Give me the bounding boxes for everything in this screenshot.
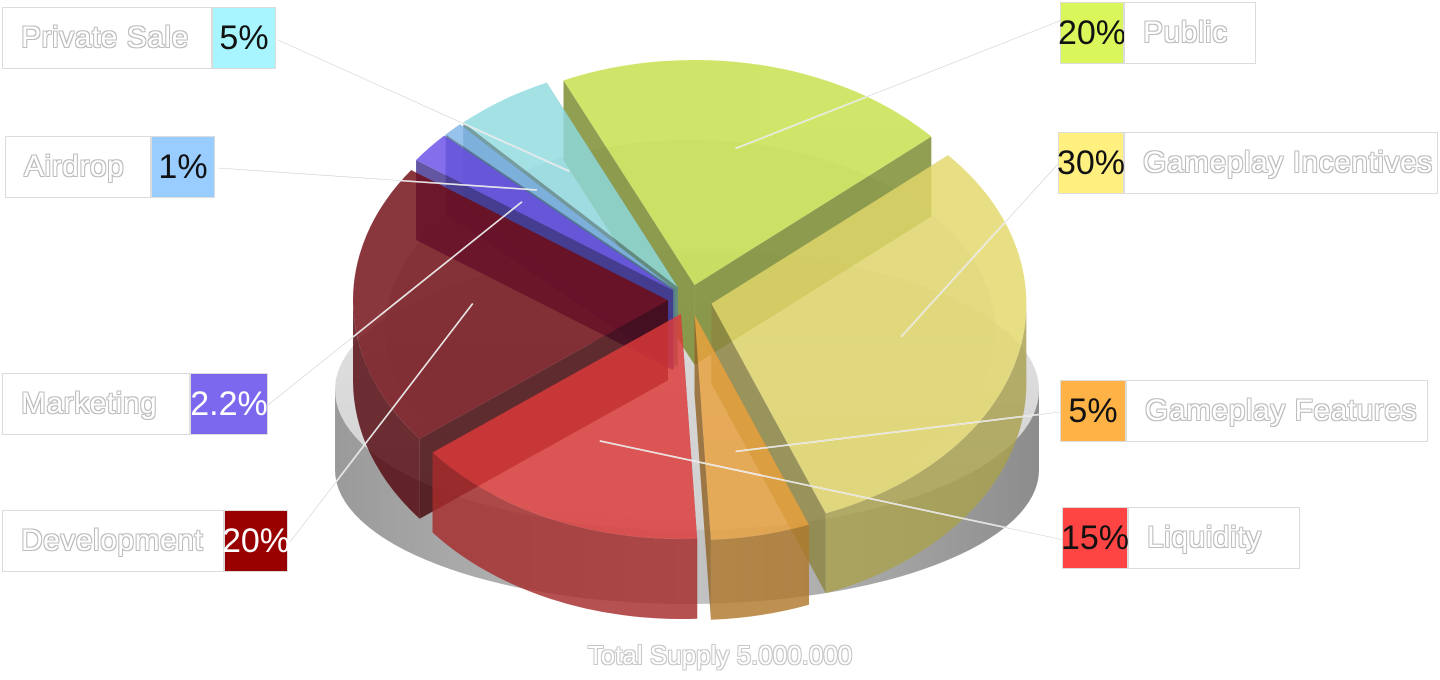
legend-value: 1% bbox=[151, 136, 215, 198]
slice-gameplay-incentives bbox=[711, 155, 1027, 594]
leader-line bbox=[289, 303, 473, 543]
slice-side bbox=[825, 303, 1027, 594]
legend-public: 20% Public bbox=[1058, 2, 1256, 64]
leader-line bbox=[277, 39, 570, 172]
slice-top bbox=[432, 314, 698, 540]
legend-private-sale: Private Sale 5% bbox=[2, 7, 276, 69]
legend-gameplay-incentives: 30% Gameplay Incentives bbox=[1057, 132, 1438, 194]
pie-slices bbox=[353, 59, 1027, 620]
slice-side bbox=[710, 524, 810, 620]
slice-top bbox=[563, 59, 932, 285]
legend-label: Airdrop bbox=[5, 136, 151, 198]
slice-side bbox=[353, 300, 420, 519]
slice-gameplay-features bbox=[694, 315, 810, 620]
legend-label: Public bbox=[1124, 2, 1256, 64]
legend-marketing: Marketing 2.2% bbox=[2, 373, 268, 435]
leader-line bbox=[735, 411, 1061, 452]
leader-lines bbox=[217, 19, 1065, 543]
legend-label: Gameplay Features bbox=[1126, 380, 1428, 442]
legend-value: 20% bbox=[222, 510, 290, 572]
legend-value: 20% bbox=[1058, 2, 1126, 64]
legend-label: Liquidity bbox=[1128, 507, 1300, 569]
slice-top bbox=[445, 124, 675, 290]
leader-line bbox=[267, 201, 523, 406]
total-supply: Total Supply 5.000.000 bbox=[587, 640, 853, 670]
legend-airdrop: Airdrop 1% bbox=[5, 136, 215, 198]
slice-liquidity bbox=[432, 314, 698, 620]
slice-top bbox=[353, 170, 669, 439]
slice-wall bbox=[694, 315, 711, 620]
legend-label: Gameplay Incentives bbox=[1124, 132, 1438, 194]
slice-top bbox=[463, 82, 678, 288]
slice-top bbox=[416, 135, 673, 291]
slice-top bbox=[694, 315, 810, 540]
legend-value: 5% bbox=[1060, 380, 1126, 442]
legend-liquidity: 15% Liquidity bbox=[1061, 507, 1300, 569]
legend-label: Development bbox=[2, 510, 224, 572]
leader-line bbox=[900, 163, 1059, 337]
leader-line bbox=[217, 167, 538, 191]
slice-top bbox=[711, 155, 1027, 514]
leader-line bbox=[599, 440, 1065, 541]
legend-development: Development 20% bbox=[2, 510, 290, 572]
legend-label: Private Sale bbox=[2, 7, 212, 69]
legend-gameplay-features: 5% Gameplay Features bbox=[1060, 380, 1428, 442]
legend-value: 15% bbox=[1061, 507, 1129, 569]
legend-value: 30% bbox=[1057, 132, 1125, 194]
legend-value: 2.2% bbox=[190, 373, 268, 435]
leader-line bbox=[735, 19, 1063, 149]
slice-side bbox=[432, 452, 698, 620]
legend-value: 5% bbox=[212, 7, 276, 69]
legend-label: Marketing bbox=[2, 373, 190, 435]
